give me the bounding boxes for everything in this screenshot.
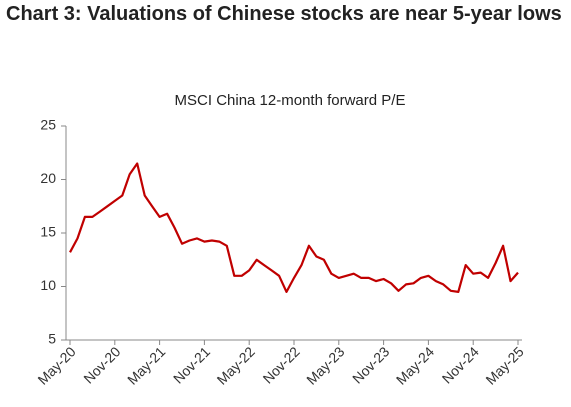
x-tick-label: Nov-22 — [260, 343, 303, 386]
x-tick-label: May-23 — [303, 343, 347, 387]
y-tick-label: 25 — [40, 117, 56, 133]
x-tick-label: Nov-23 — [349, 343, 392, 386]
x-tick-label: May-25 — [482, 343, 526, 387]
line — [69, 162, 519, 293]
x-tick-label: May-24 — [393, 343, 437, 387]
x-tick-label: Nov-21 — [170, 343, 213, 386]
y-tick-label: 20 — [40, 170, 56, 186]
x-tick-label: May-21 — [124, 343, 168, 387]
y-tick-label: 10 — [40, 277, 56, 293]
x-tick-label: May-22 — [214, 343, 258, 387]
x-tick-label: Nov-20 — [80, 343, 123, 386]
x-tick-label: May-20 — [34, 343, 78, 387]
y-tick-label: 5 — [48, 331, 56, 347]
x-tick-label: Nov-24 — [439, 343, 482, 386]
chart-title: Chart 3: Valuations of Chinese stocks ar… — [6, 3, 562, 25]
chart-subtitle: MSCI China 12-month forward P/E — [175, 92, 406, 109]
y-tick-label: 15 — [40, 224, 56, 240]
